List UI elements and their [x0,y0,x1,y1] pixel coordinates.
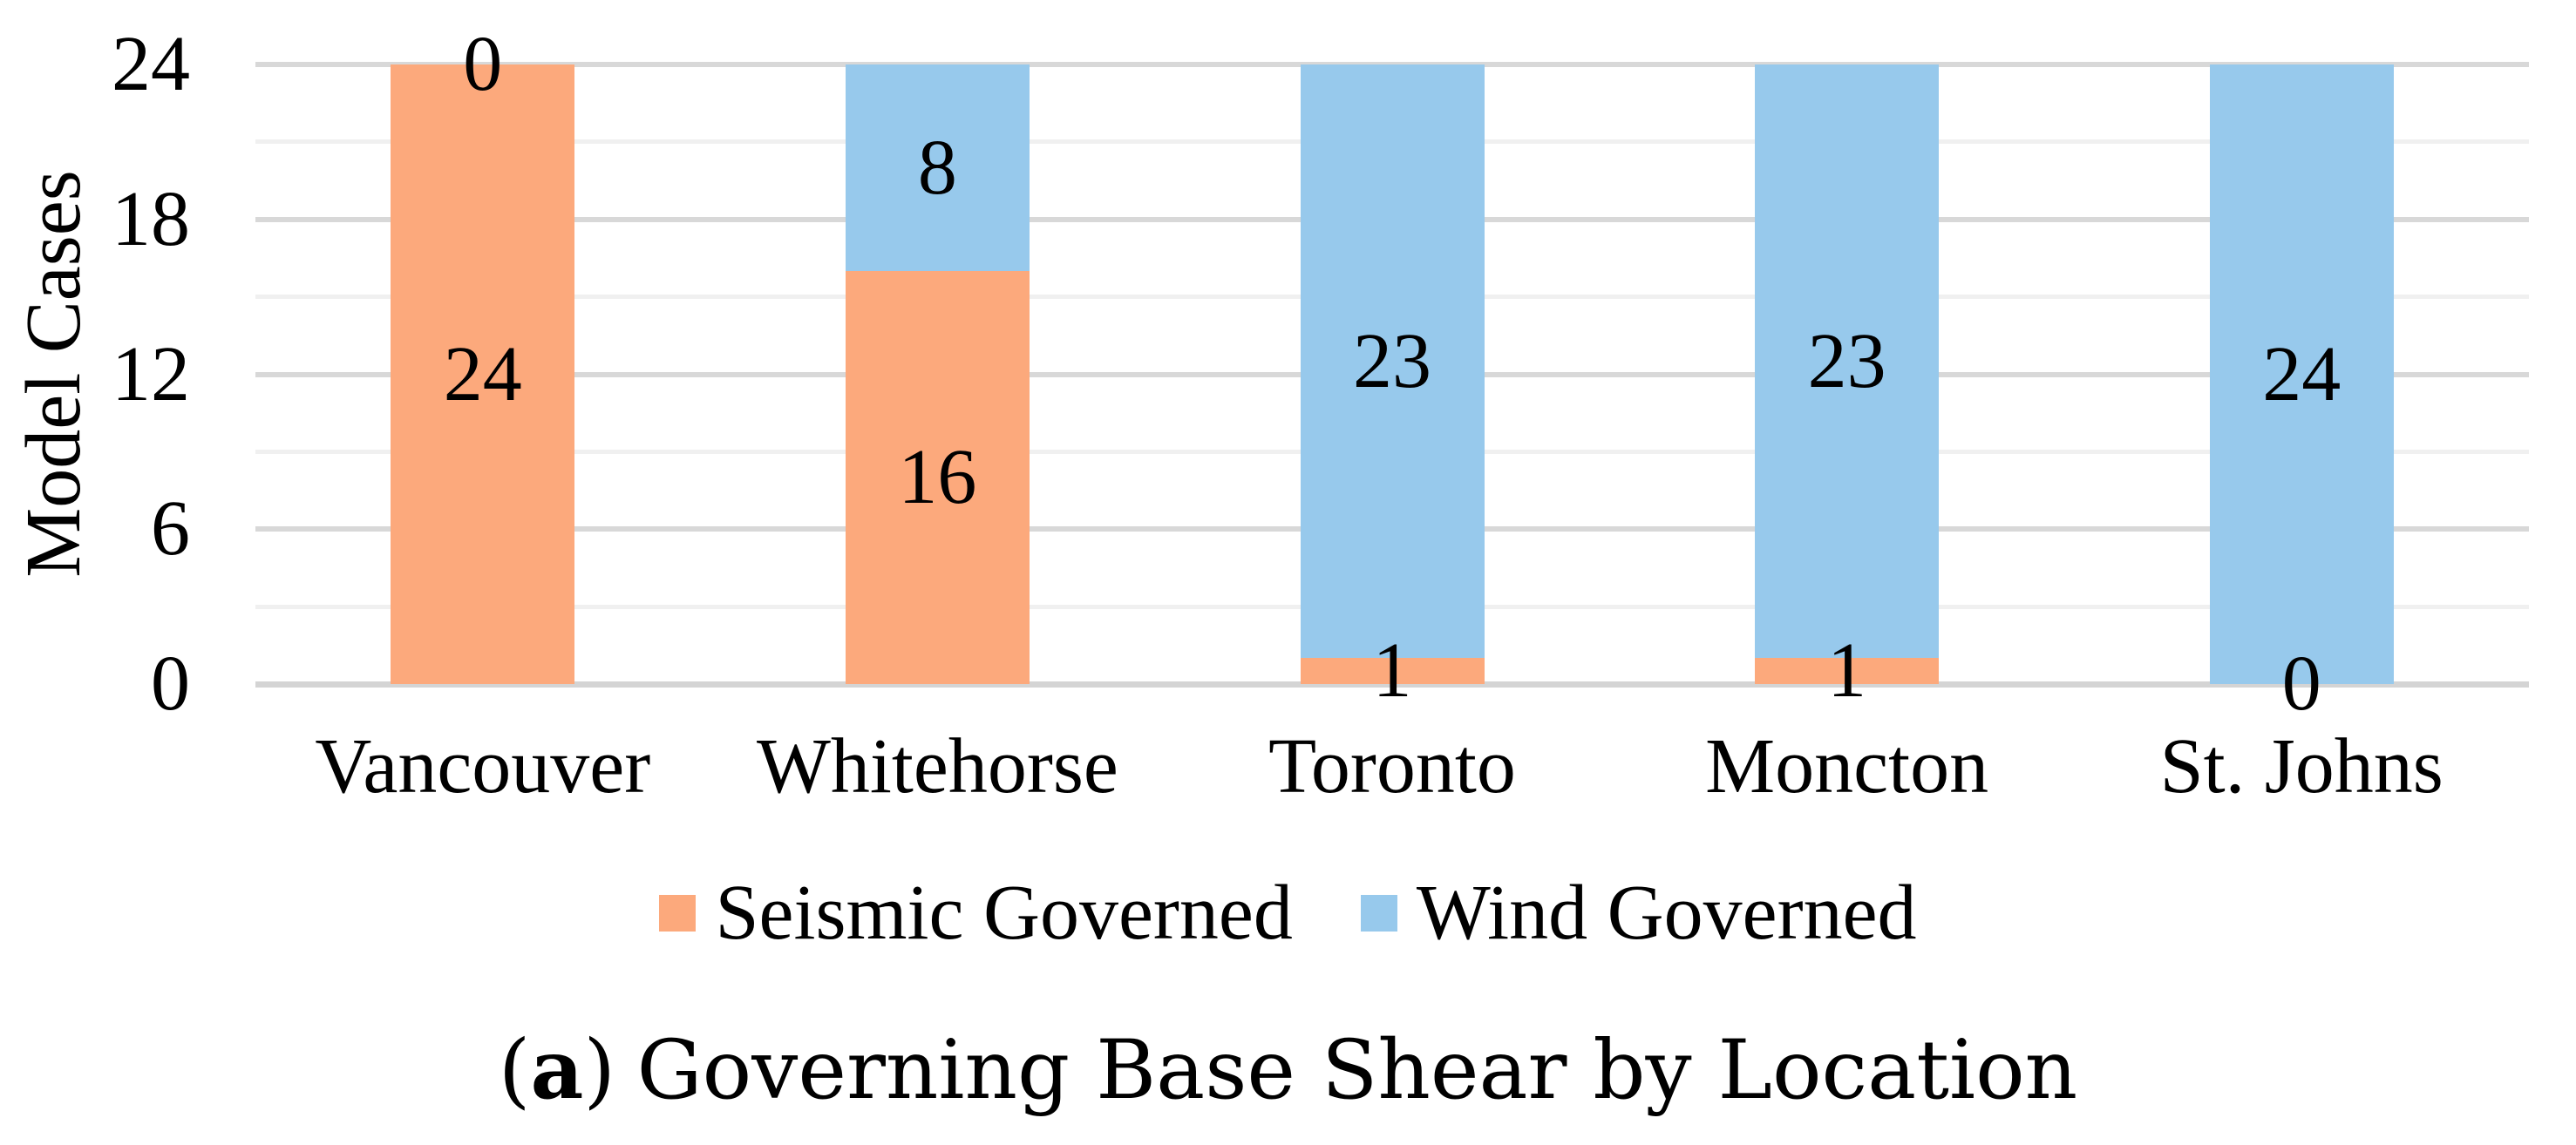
data-label-seismic-governed-vancouver: 24 [443,330,522,417]
data-label-wind-governed-moncton: 23 [1807,317,1886,404]
legend-label-seismic-governed: Seismic Governed [715,870,1293,956]
y-tick-label: 24 [112,21,190,107]
data-label-seismic-governed-toronto: 1 [1372,627,1412,715]
bar-segment-wind-governed-toronto [1300,64,1485,659]
caption-letter: a [530,1022,584,1118]
legend-item-seismic-governed: Seismic Governed [659,870,1293,956]
x-axis-category-labels: Vancouver Whitehorse Toronto Moncton St. Joh… [255,725,2529,812]
bar-segment-wind-governed-moncton [1755,64,1940,659]
x-category-label-st-johns: St. Johns [2159,723,2443,810]
y-tick-label: 0 [151,640,190,727]
bar-segment-seismic-governed-moncton [1755,658,1940,684]
x-category-label-toronto: Toronto [1268,723,1516,810]
caption-text: Governing Base Shear by Location [636,1023,2078,1118]
caption-open-paren: ( [498,1023,531,1118]
data-label-seismic-governed-st-johns: 0 [2281,640,2321,727]
data-label-wind-governed-toronto: 23 [1353,317,1431,404]
y-tick-label: 18 [112,175,190,262]
data-label-seismic-governed-whitehorse: 16 [898,434,977,520]
legend-swatch-icon-wind-governed [1360,895,1397,932]
y-tick-label: 12 [112,330,190,417]
data-label-wind-governed-vancouver: 0 [463,21,503,107]
data-label-wind-governed-whitehorse: 8 [917,124,957,211]
x-category-label-vancouver: Vancouver [315,723,651,810]
legend-item-wind-governed: Wind Governed [1360,870,1917,956]
legend-label-wind-governed: Wind Governed [1416,870,1917,956]
legend: Seismic Governed Wind Governed [0,874,2576,952]
plot-area: 24 0 16 8 1 23 1 23 0 24 [255,25,2529,723]
x-axis-line [255,681,2529,688]
x-category-label-whitehorse: Whitehorse [756,723,1118,810]
bar-segment-seismic-governed-vancouver [391,64,575,684]
legend-swatch-icon-seismic-governed [659,895,697,932]
bar-segment-seismic-governed-toronto [1300,658,1485,684]
figure-caption: (a) Governing Base Shear by Location [0,1026,2576,1115]
x-category-label-moncton: Moncton [1705,723,1989,810]
data-label-wind-governed-st-johns: 24 [2262,330,2342,417]
y-tick-label: 6 [151,485,190,572]
bar-segment-wind-governed-whitehorse [845,64,1030,271]
data-label-seismic-governed-moncton: 1 [1827,627,1867,715]
bar-segment-wind-governed-st-johns [2209,64,2394,684]
y-axis-tick-labels: 0 6 12 18 24 [0,0,190,1145]
caption-close-paren: ) [583,1023,616,1118]
bar-segment-seismic-governed-whitehorse [845,271,1030,684]
